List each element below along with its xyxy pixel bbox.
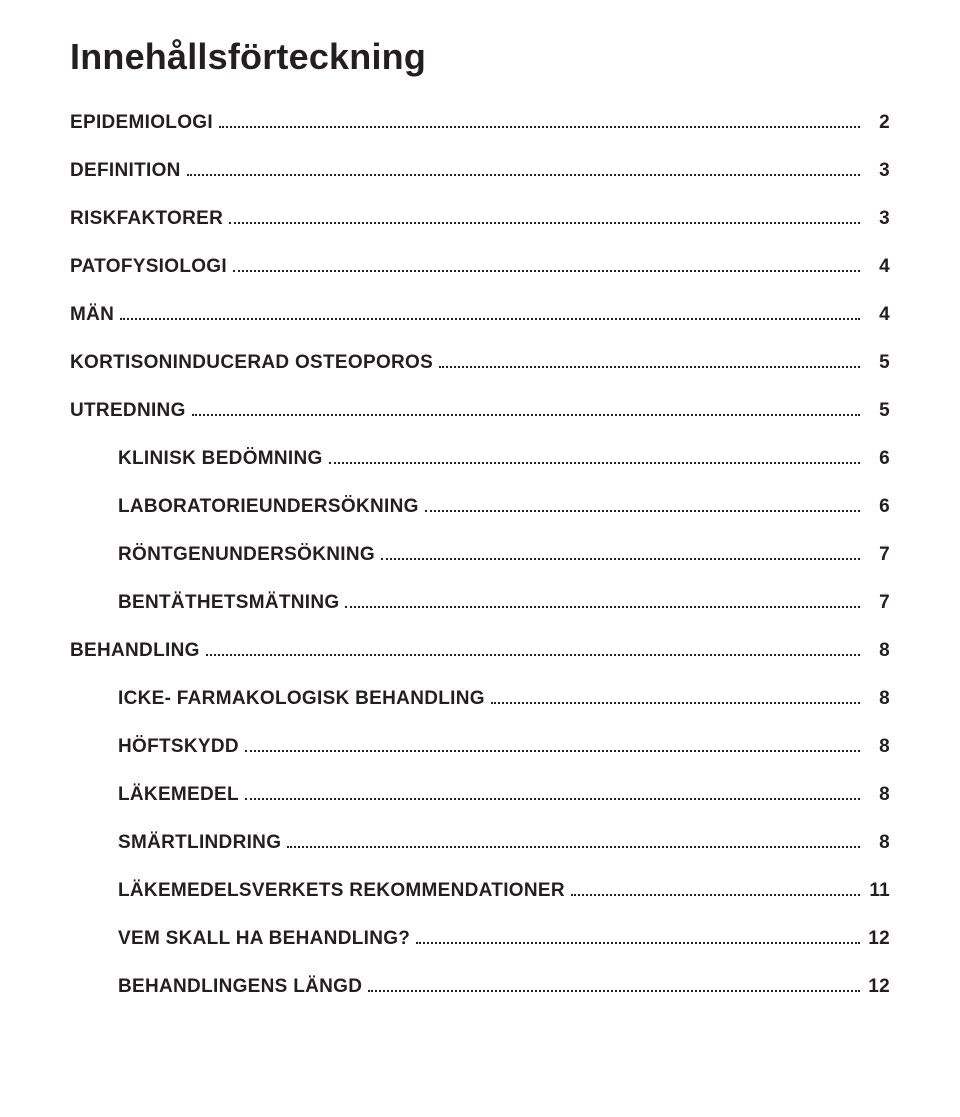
toc-entry: DEFINITION 3 [70, 160, 890, 182]
toc-entry-page: 6 [866, 496, 890, 518]
toc-entry: PATOFYSIOLOGI 4 [70, 256, 890, 278]
toc-entry-page: 7 [866, 544, 890, 566]
toc-leader-dots [571, 882, 860, 896]
toc-entry-label: KORTISONINDUCERAD OSTEOPOROS [70, 352, 433, 374]
toc-leader-dots [245, 738, 860, 752]
toc-entry-page: 3 [866, 208, 890, 230]
page-title: Innehållsförteckning [70, 36, 890, 78]
toc-entry-page: 8 [866, 640, 890, 662]
toc-entry-page: 3 [866, 160, 890, 182]
toc-entry-page: 8 [866, 832, 890, 854]
toc-entry-page: 6 [866, 448, 890, 470]
toc-entry-label: EPIDEMIOLOGI [70, 112, 213, 134]
toc-leader-dots [381, 546, 860, 560]
toc-entry-page: 8 [866, 688, 890, 710]
toc-entry: BENTÄTHETSMÄTNING 7 [70, 592, 890, 614]
toc-entry-label: KLINISK BEDÖMNING [118, 448, 323, 470]
toc-entry: UTREDNING 5 [70, 400, 890, 422]
toc-entry-label: HÖFTSKYDD [118, 736, 239, 758]
toc-entry-page: 5 [866, 400, 890, 422]
toc-entry: VEM SKALL HA BEHANDLING? 12 [70, 928, 890, 950]
toc-leader-dots [368, 978, 860, 992]
toc-entry: KLINISK BEDÖMNING 6 [70, 448, 890, 470]
toc-entry-page: 12 [866, 976, 890, 998]
toc-leader-dots [329, 450, 860, 464]
toc-entry-page: 4 [866, 304, 890, 326]
toc-entry: ICKE- FARMAKOLOGISK BEHANDLING 8 [70, 688, 890, 710]
page: Innehållsförteckning EPIDEMIOLOGI 2 DEFINI… [0, 0, 960, 1117]
toc-entry-page: 8 [866, 736, 890, 758]
toc-entry-label: LÄKEMEDELSVERKETS REKOMMENDATIONER [118, 880, 565, 902]
toc-entry: RISKFAKTORER 3 [70, 208, 890, 230]
toc-entry-label: BEHANDLING [70, 640, 200, 662]
toc-leader-dots [491, 690, 860, 704]
toc-leader-dots [120, 306, 860, 320]
toc-entry-label: SMÄRTLINDRING [118, 832, 281, 854]
toc-entry: RÖNTGENUNDERSÖKNING 7 [70, 544, 890, 566]
toc-leader-dots [233, 258, 860, 272]
toc-entry-label: ICKE- FARMAKOLOGISK BEHANDLING [118, 688, 485, 710]
toc-entry-label: RISKFAKTORER [70, 208, 223, 230]
toc-entry: EPIDEMIOLOGI 2 [70, 112, 890, 134]
toc-leader-dots [192, 402, 860, 416]
toc-entry-page: 2 [866, 112, 890, 134]
toc-entry-label: DEFINITION [70, 160, 181, 182]
toc-leader-dots [439, 354, 860, 368]
toc-entry-label: LABORATORIEUNDERSÖKNING [118, 496, 419, 518]
toc-entry-page: 5 [866, 352, 890, 374]
toc-leader-dots [416, 930, 860, 944]
toc-entry: BEHANDLING 8 [70, 640, 890, 662]
toc-entry: SMÄRTLINDRING 8 [70, 832, 890, 854]
toc-entry: LÄKEMEDEL 8 [70, 784, 890, 806]
toc-leader-dots [425, 498, 860, 512]
toc-entry-label: LÄKEMEDEL [118, 784, 239, 806]
toc-leader-dots [287, 834, 860, 848]
toc-entry-label: PATOFYSIOLOGI [70, 256, 227, 278]
toc-entry-page: 7 [866, 592, 890, 614]
toc-entry: KORTISONINDUCERAD OSTEOPOROS 5 [70, 352, 890, 374]
toc-entry-page: 4 [866, 256, 890, 278]
table-of-contents: EPIDEMIOLOGI 2 DEFINITION 3 RISKFAKTORER 3 PAT… [70, 112, 890, 998]
toc-entry: HÖFTSKYDD 8 [70, 736, 890, 758]
toc-entry-page: 12 [866, 928, 890, 950]
toc-entry-label: VEM SKALL HA BEHANDLING? [118, 928, 410, 950]
toc-leader-dots [206, 642, 860, 656]
toc-entry: BEHANDLINGENS LÄNGD 12 [70, 976, 890, 998]
toc-entry-label: MÄN [70, 304, 114, 326]
toc-entry-label: BEHANDLINGENS LÄNGD [118, 976, 362, 998]
toc-entry: MÄN 4 [70, 304, 890, 326]
toc-entry-label: UTREDNING [70, 400, 186, 422]
toc-leader-dots [229, 210, 860, 224]
toc-entry-page: 11 [866, 880, 890, 902]
toc-entry: LÄKEMEDELSVERKETS REKOMMENDATIONER 11 [70, 880, 890, 902]
toc-leader-dots [345, 594, 860, 608]
toc-entry-label: RÖNTGENUNDERSÖKNING [118, 544, 375, 566]
toc-leader-dots [219, 114, 860, 128]
toc-leader-dots [187, 162, 860, 176]
toc-leader-dots [245, 786, 860, 800]
toc-entry-label: BENTÄTHETSMÄTNING [118, 592, 339, 614]
toc-entry-page: 8 [866, 784, 890, 806]
toc-entry: LABORATORIEUNDERSÖKNING 6 [70, 496, 890, 518]
